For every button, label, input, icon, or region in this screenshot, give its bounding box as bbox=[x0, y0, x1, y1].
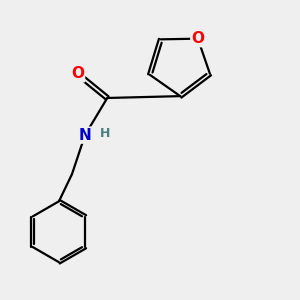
Text: N: N bbox=[79, 128, 92, 142]
Text: O: O bbox=[191, 31, 204, 46]
Text: O: O bbox=[71, 66, 84, 81]
Text: H: H bbox=[100, 127, 111, 140]
